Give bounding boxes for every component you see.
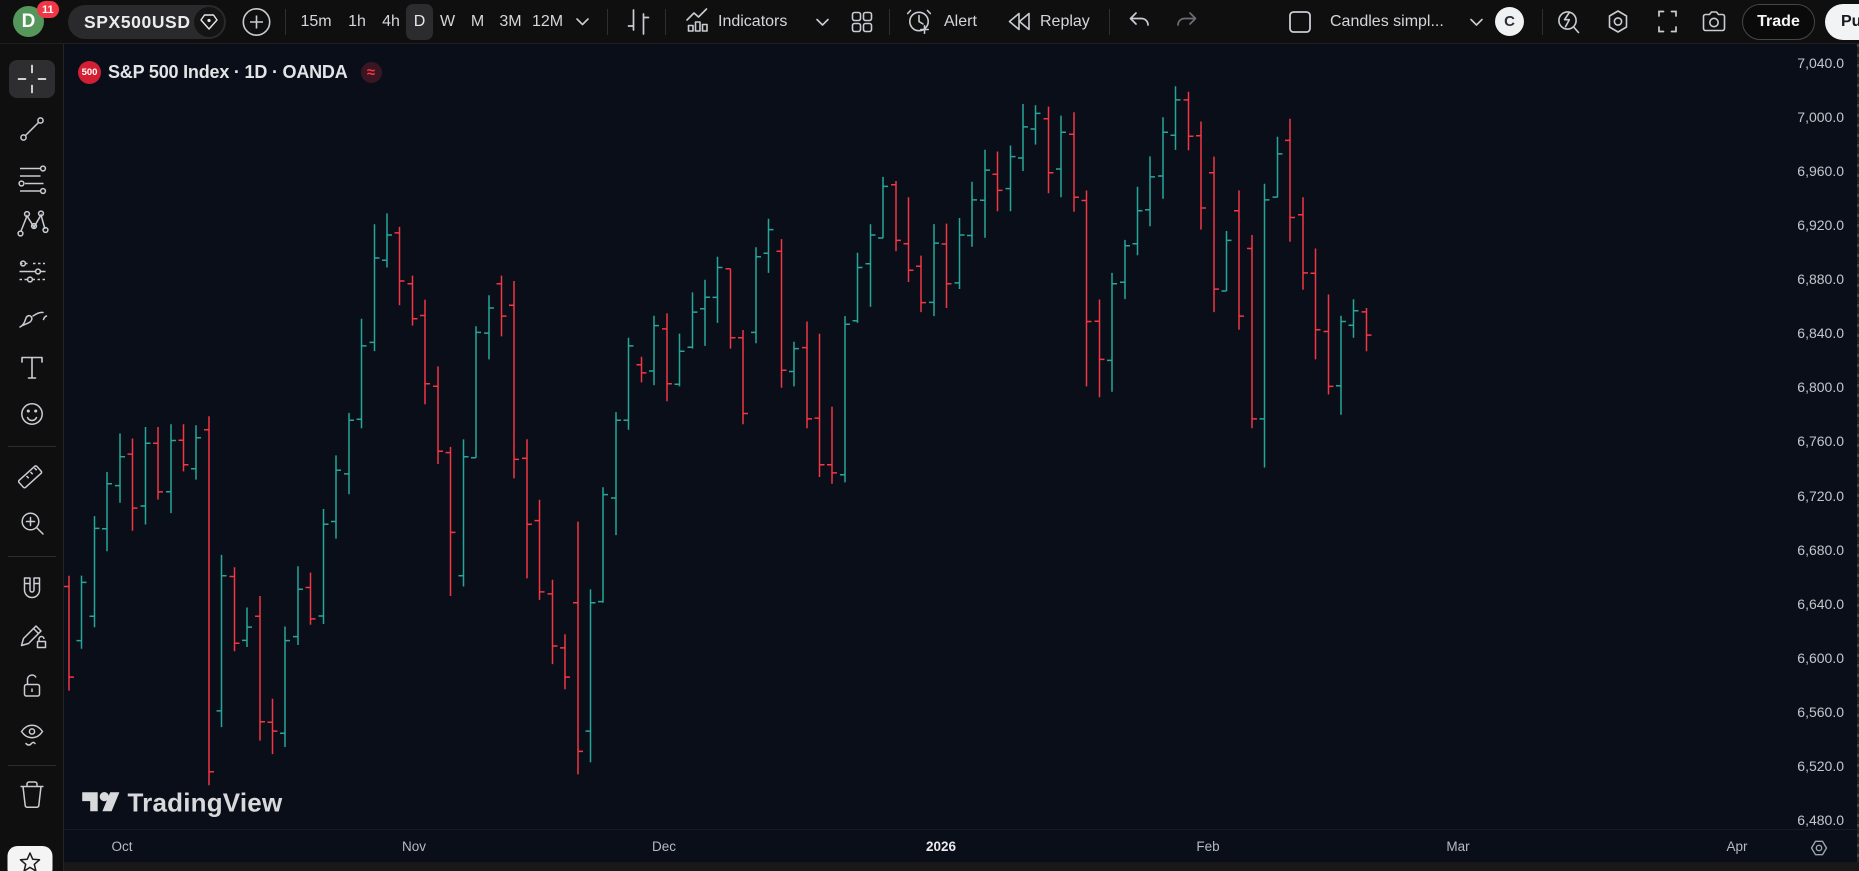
svg-text:TradingView: TradingView <box>128 787 283 817</box>
